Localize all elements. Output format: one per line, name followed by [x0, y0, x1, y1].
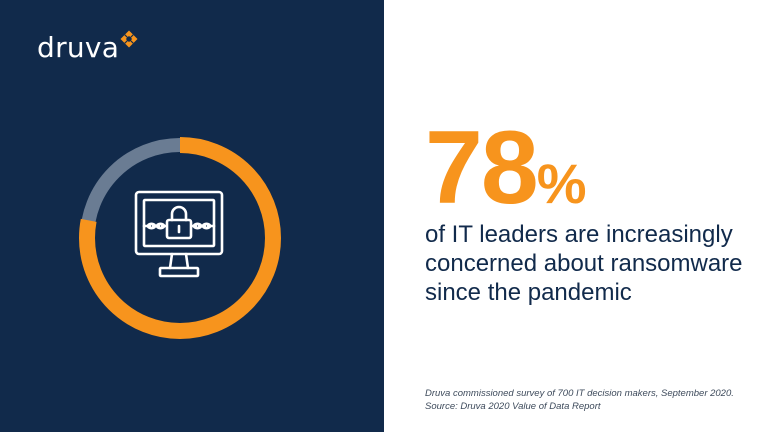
progress-ring-graphic: [79, 137, 281, 339]
stat-unit: %: [536, 152, 587, 215]
left-panel: druva: [0, 0, 384, 432]
progress-ring: [78, 136, 282, 340]
logo-wordmark: druva: [37, 31, 120, 64]
stat-description: of IT leaders are increasingly concerned…: [425, 220, 755, 307]
footnote: Druva commissioned survey of 700 IT deci…: [425, 387, 755, 413]
locked-monitor-icon: [134, 190, 224, 282]
footnote-source: Source: Druva 2020 Value of Data Report: [425, 401, 601, 412]
ring-fill: [79, 137, 281, 339]
druva-logo: druva: [37, 30, 138, 64]
stat-description-line: of IT leaders are increasingly: [425, 221, 733, 248]
stat-value: 78%: [425, 116, 586, 236]
druva-logo-mark-icon: [120, 30, 138, 48]
stat-number: 78: [425, 110, 539, 226]
stat-description-line: since the pandemic: [425, 279, 632, 306]
footnote-survey: Druva commissioned survey of 700 IT deci…: [425, 388, 734, 399]
stat-description-line: concerned about ransomware: [425, 250, 743, 277]
